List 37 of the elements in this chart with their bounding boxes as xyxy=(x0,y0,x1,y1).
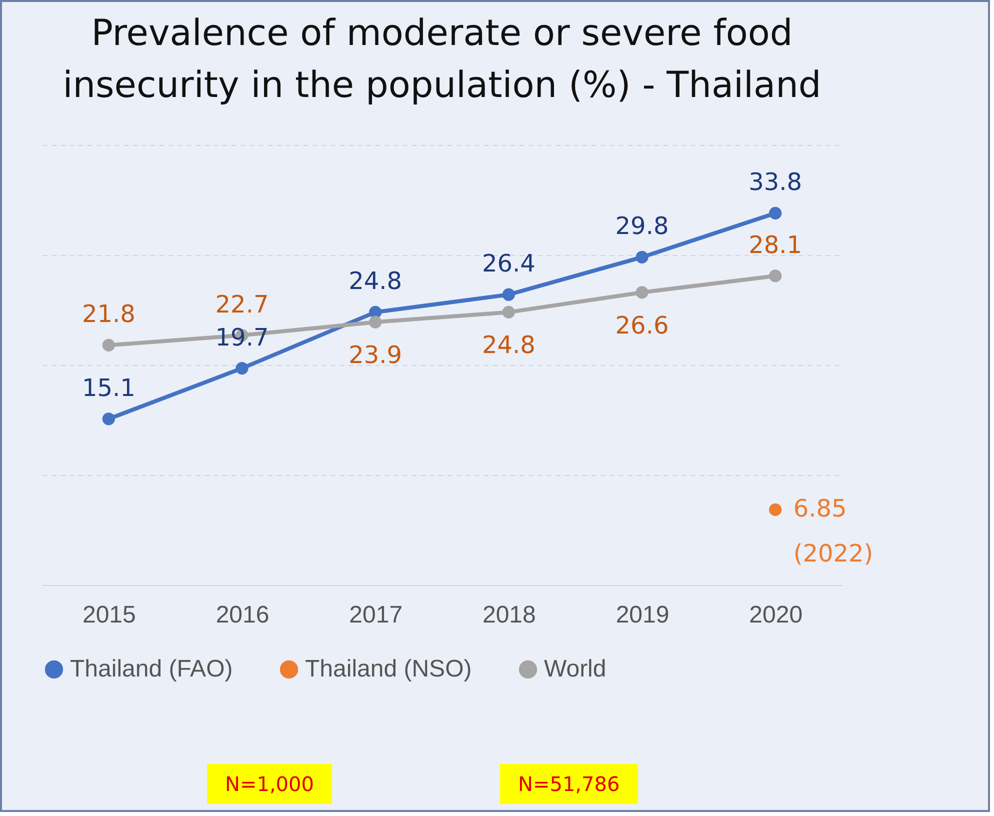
legend-label: Thailand (NSO) xyxy=(305,655,472,682)
point xyxy=(769,206,782,220)
x-tick-label: 2015 xyxy=(82,602,136,628)
point xyxy=(102,338,115,352)
legend-label: Thailand (FAO) xyxy=(70,655,233,682)
data-label: 19.7 xyxy=(215,323,269,352)
data-label: 33.8 xyxy=(748,168,802,196)
point xyxy=(502,288,515,301)
legend-label: World xyxy=(544,655,606,682)
x-tick-label: 2020 xyxy=(749,602,803,628)
data-label: 21.8 xyxy=(82,300,136,328)
text: N=1,000 xyxy=(207,764,332,804)
x-tick-label: 2018 xyxy=(482,602,536,628)
point xyxy=(769,270,782,282)
data-label: 28.1 xyxy=(748,230,802,259)
data-label: 22.7 xyxy=(215,290,269,318)
data-label: 24.8 xyxy=(348,267,402,296)
data-label: 24.8 xyxy=(482,331,536,360)
point xyxy=(636,286,648,299)
data-label: 26.4 xyxy=(482,250,536,278)
data-label: 6.85 xyxy=(793,494,847,523)
chart-title: Prevalence of moderate or severe food insecurity in the population (%) - Thailand xyxy=(62,13,822,106)
data-label: 23.9 xyxy=(348,341,402,370)
point xyxy=(636,250,648,264)
x-tick-label: 2019 xyxy=(616,602,670,628)
data-label: 29.8 xyxy=(615,212,669,240)
x-tick-label: 2017 xyxy=(349,602,403,628)
point xyxy=(769,503,782,516)
point xyxy=(369,316,382,328)
x-tick-label: 2016 xyxy=(216,602,270,628)
point xyxy=(102,412,115,426)
data-label: 15.1 xyxy=(82,374,136,402)
point xyxy=(236,362,248,375)
annotation: (2022) xyxy=(793,540,874,568)
text: N=51,786 xyxy=(500,764,638,804)
data-label: 26.6 xyxy=(615,311,669,340)
point xyxy=(502,306,515,319)
